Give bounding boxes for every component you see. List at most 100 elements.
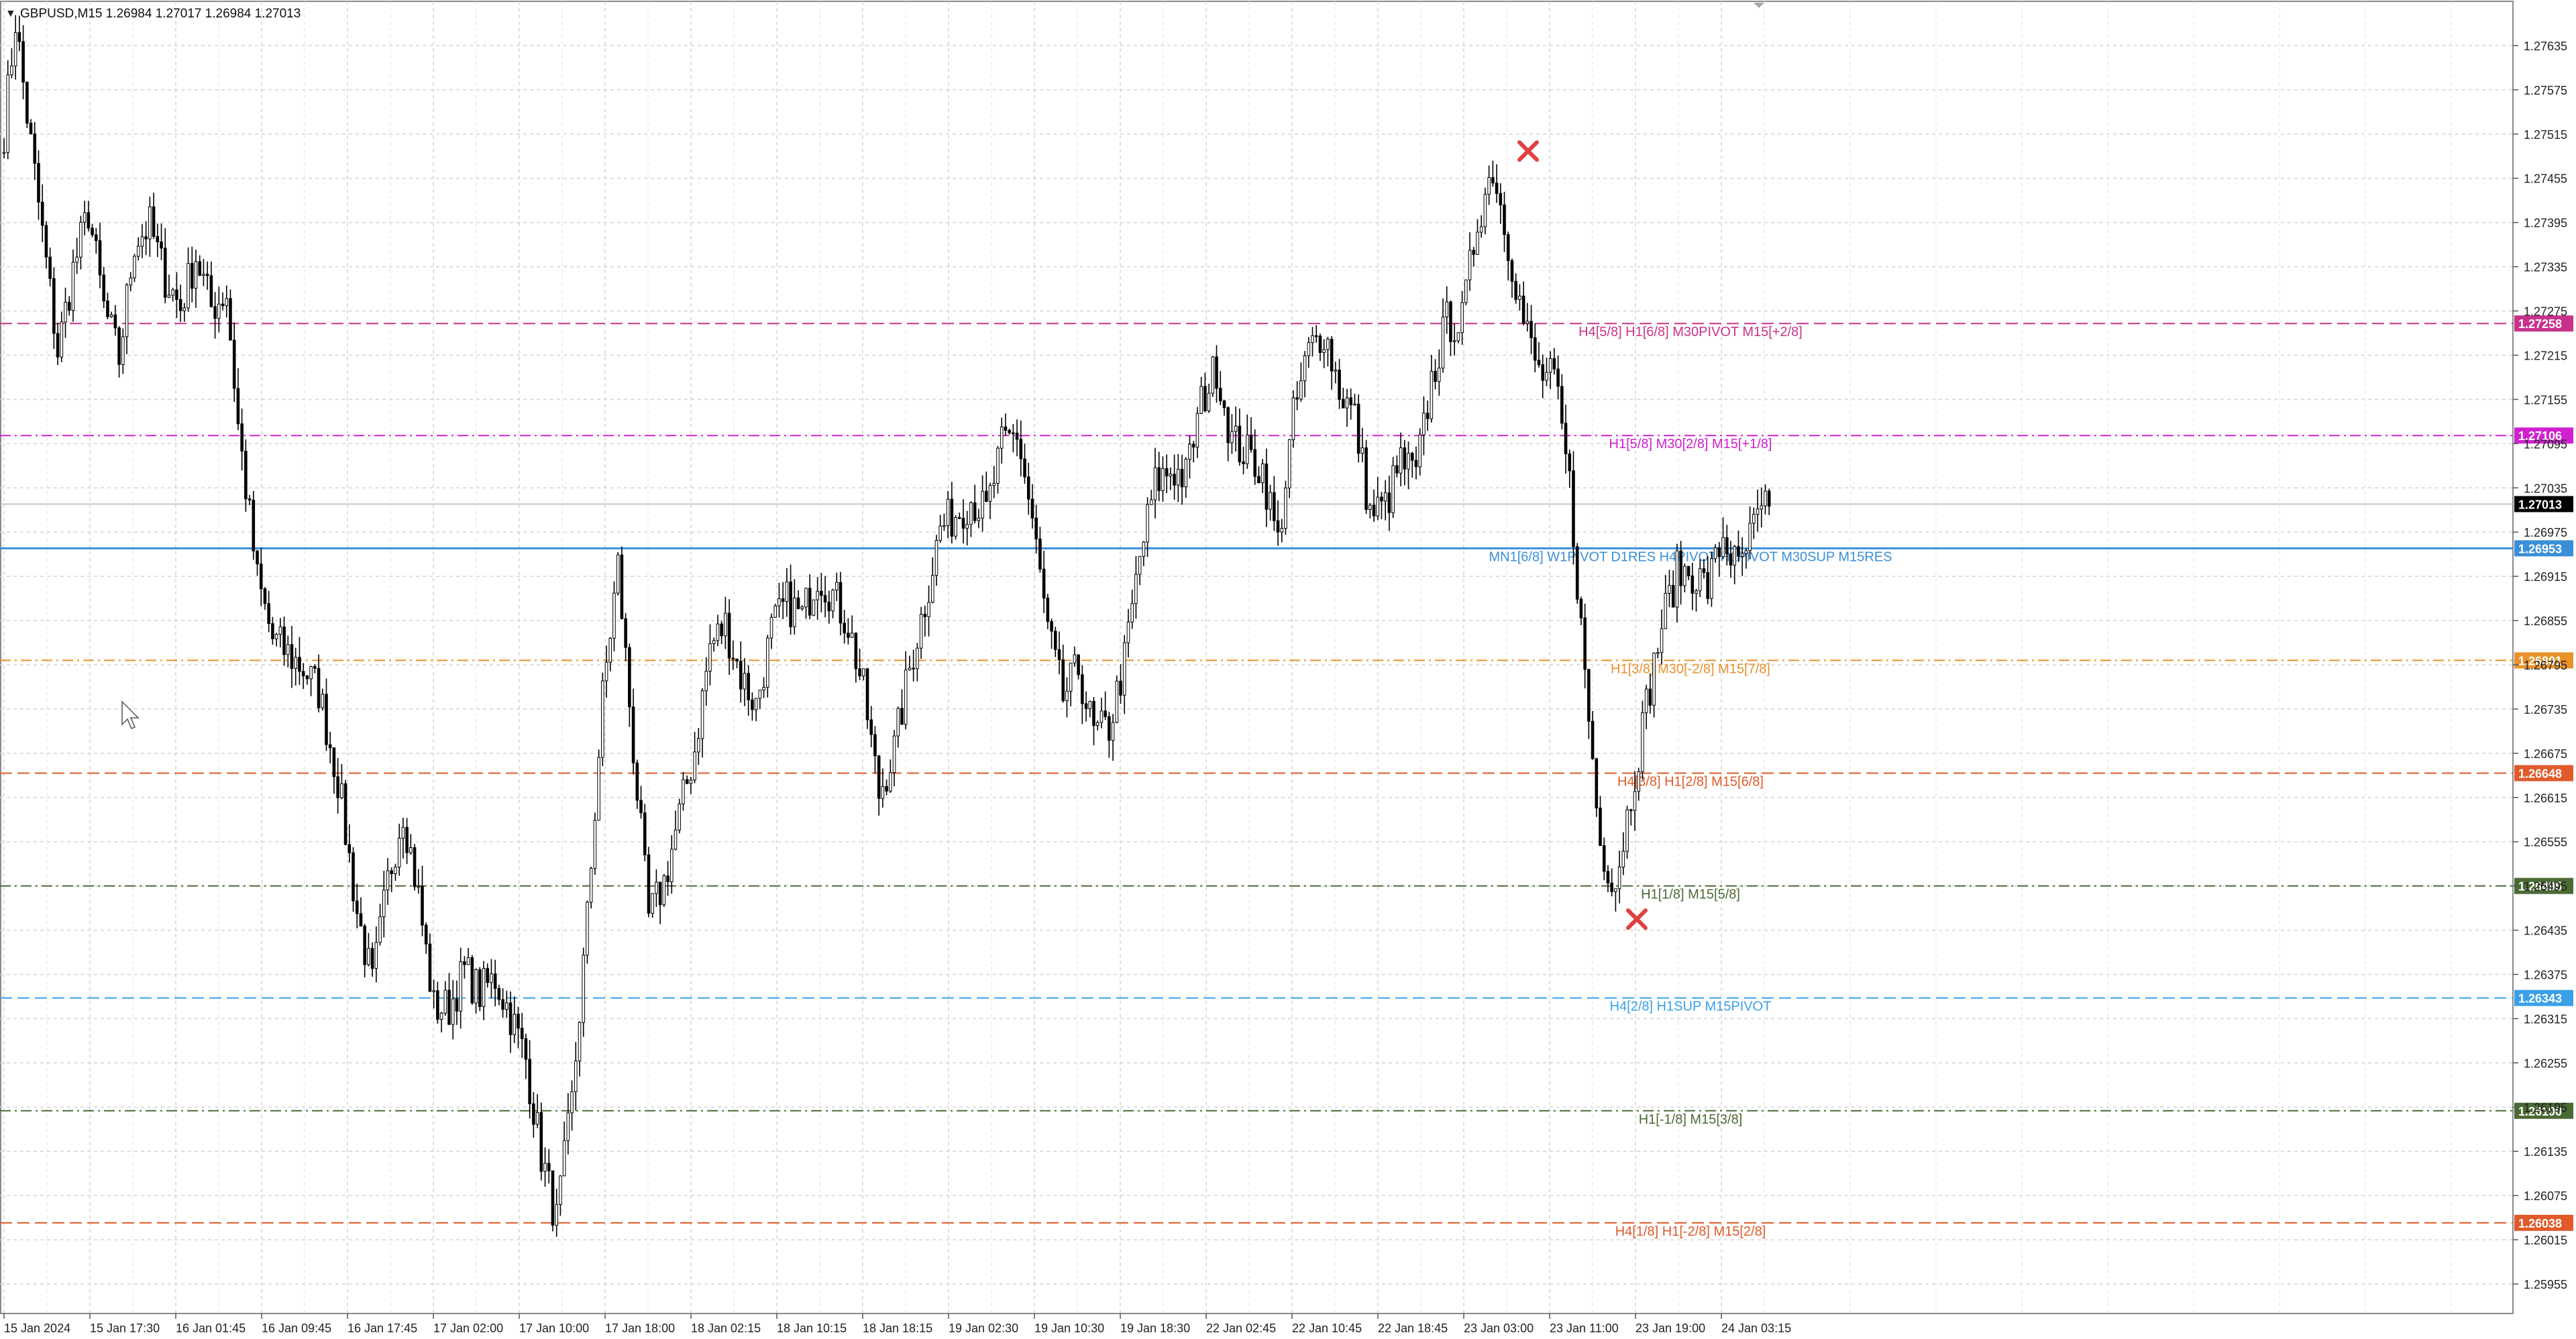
candle-bull [586, 902, 589, 956]
candle-bull [562, 1140, 566, 1177]
candle-bull [708, 643, 712, 672]
y-tick-label: 1.27575 [2524, 84, 2567, 97]
candle-bear [1108, 716, 1111, 741]
candle-bear [751, 699, 754, 710]
candle-bull [71, 262, 75, 311]
candle-bear [624, 618, 627, 648]
candle-bear [1253, 449, 1257, 477]
y-tick-label: 1.26195 [2524, 1101, 2567, 1114]
candle-bull [1188, 443, 1191, 460]
candle-bear [1077, 654, 1080, 676]
price-tag [2514, 1102, 2573, 1119]
candle-bull [566, 1112, 570, 1141]
candle-bull [1733, 546, 1737, 566]
candle-bull [1668, 585, 1671, 594]
candle-bear [912, 667, 915, 670]
candle-bull [1260, 463, 1265, 484]
candle-bull [1483, 194, 1487, 227]
price-tag-label: 1.26038 [2518, 1217, 2562, 1230]
candle-bear [436, 990, 439, 1020]
candle-bull [217, 303, 221, 319]
candle-bull [1399, 447, 1403, 474]
candle-bear [156, 236, 160, 243]
y-tick-label: 1.27395 [2524, 217, 2567, 230]
candle-bear [478, 969, 482, 1008]
candle-bull [1353, 403, 1356, 406]
candle-bear [1314, 335, 1318, 337]
candle-bear [298, 657, 301, 672]
candle-bull [1525, 321, 1529, 324]
candlestick-series [2, 15, 1771, 1237]
level-label: H1[5/8] M30[2/8] M15[+1/8] [1609, 437, 1772, 451]
candle-bear [1529, 321, 1533, 338]
candle-bear [789, 581, 792, 627]
candle-bear [98, 240, 102, 276]
candle-bear [1499, 193, 1503, 205]
candle-bear [1226, 407, 1230, 443]
candle-bear [528, 1059, 531, 1104]
candle-bear [40, 201, 44, 226]
candle-bull [1146, 504, 1149, 543]
candle-bull [889, 772, 892, 792]
candle-bear [282, 627, 286, 655]
candle-bear [56, 333, 60, 358]
y-tick-label: 1.27515 [2524, 128, 2567, 142]
candle-bear [221, 303, 225, 307]
candle-bull [1683, 566, 1686, 586]
candle-bull [578, 1022, 582, 1061]
candle-bull [1000, 426, 1004, 449]
x-tick-label: 23 Jan 19:00 [1635, 1322, 1705, 1335]
candle-bull [474, 969, 478, 1004]
y-tick-label: 1.26795 [2524, 659, 2567, 672]
candle-bear [1702, 568, 1706, 573]
candle-bull [816, 590, 819, 600]
x-tick-label: 16 Jan 09:45 [262, 1322, 331, 1335]
x-marker-icon [1517, 140, 1539, 162]
candle-bear [1403, 447, 1407, 470]
candle-bear [877, 755, 881, 799]
y-tick-label: 1.26615 [2524, 792, 2567, 805]
candle-bull [1452, 340, 1456, 342]
candle-bear [1364, 447, 1368, 510]
candle-bear [1395, 465, 1399, 474]
y-tick-label: 1.26375 [2524, 969, 2567, 982]
candle-bull [1211, 356, 1215, 394]
candle-bull [831, 590, 835, 612]
candle-bull [1644, 688, 1648, 713]
candle-bear [1606, 871, 1610, 883]
level-label: H1[1/8] M15[5/8] [1641, 888, 1740, 902]
candle-bear [1514, 280, 1517, 300]
candle-bull [505, 1002, 508, 1010]
candle-bear [508, 1002, 513, 1035]
candle-bull [1134, 574, 1138, 604]
candle-bull [1464, 279, 1468, 303]
candle-bull [1721, 537, 1725, 557]
candle-bull [340, 783, 343, 798]
price-tag-label: 1.26953 [2518, 542, 2562, 555]
candle-bear [1042, 568, 1046, 599]
candle-bear [532, 1103, 535, 1125]
candle-bull [1280, 527, 1284, 533]
candle-bull [1130, 603, 1134, 623]
price-tag [2514, 765, 2573, 782]
candle-bear [1491, 177, 1495, 184]
candle-bear [209, 275, 213, 307]
candle-bull [10, 65, 13, 76]
candle-bull [535, 1112, 539, 1125]
candle-bear [1506, 234, 1510, 261]
candle-bear [152, 206, 156, 237]
collapse-icon[interactable]: ▼ [5, 8, 16, 19]
candle-bear [190, 263, 194, 289]
candle-bull [1441, 316, 1445, 369]
candle-bull [1287, 439, 1291, 488]
candle-bear [94, 234, 98, 242]
candle-bull [121, 336, 125, 365]
candle-bull [309, 666, 313, 680]
candle-bull [1322, 349, 1326, 354]
candle-bull [1177, 468, 1180, 486]
candle-bull [1299, 380, 1303, 400]
candle-bull [1548, 358, 1552, 373]
candle-bear [390, 870, 394, 874]
candle-bull [697, 738, 700, 753]
